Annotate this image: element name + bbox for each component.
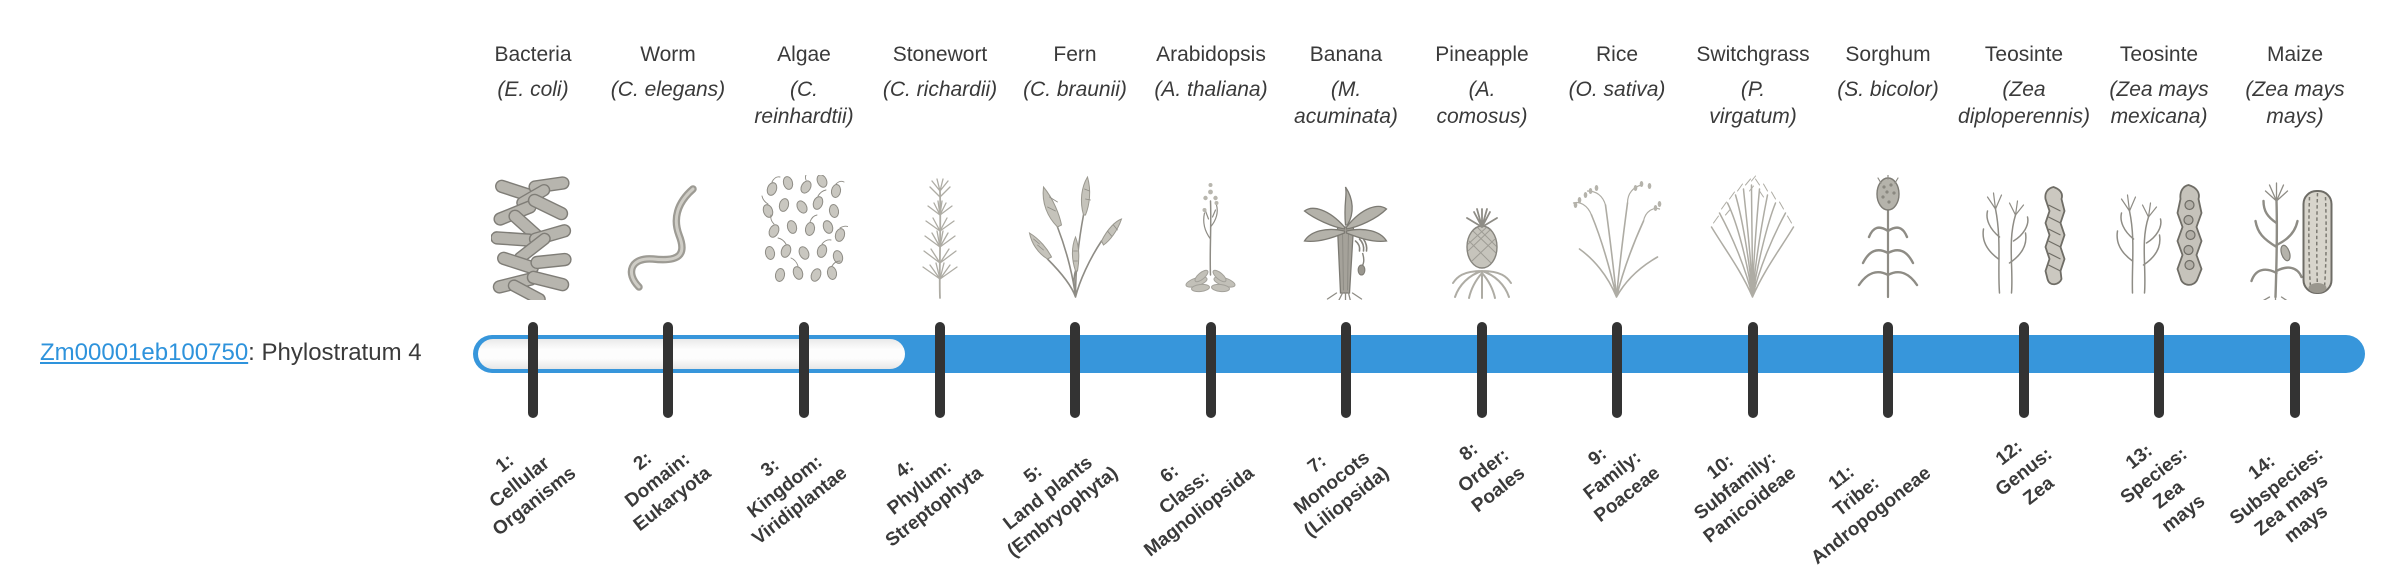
organism-scientific-name: (P. virgatum) bbox=[1709, 78, 1797, 128]
stonewort-illustration bbox=[910, 175, 970, 300]
organism-common-name: Bacteria bbox=[494, 43, 572, 66]
timeline-bar bbox=[473, 335, 2365, 373]
timeline-bar-unfilled-segment bbox=[478, 339, 905, 369]
timeline-tick bbox=[2154, 322, 2164, 418]
organism-column: Fern (C. braunii) bbox=[1000, 42, 1150, 103]
organism-scientific-name: (A. comosus) bbox=[1436, 78, 1528, 128]
organism-column: Rice (O. sativa) bbox=[1542, 42, 1692, 103]
organism-common-name: Fern bbox=[1053, 43, 1097, 66]
organism-scientific-name: (Zea mays mexicana) bbox=[2109, 78, 2209, 128]
timeline-tick bbox=[2019, 322, 2029, 418]
stratum-label: 14: Subspecies: Zea mays mays bbox=[2226, 443, 2333, 548]
organism-scientific-name: (Zea diploperennis) bbox=[1958, 78, 2090, 128]
timeline-tick bbox=[1612, 322, 1622, 418]
organism-scientific-name: (Zea mays mays) bbox=[2245, 78, 2345, 128]
timeline-tick bbox=[1341, 322, 1351, 418]
timeline-tick bbox=[1477, 322, 1487, 418]
organism-scientific-name: (S. bicolor) bbox=[1837, 78, 1939, 101]
pineapple-illustration bbox=[1451, 175, 1513, 300]
fern-illustration bbox=[1028, 175, 1123, 300]
algae-illustration bbox=[760, 175, 848, 300]
organism-common-name: Algae bbox=[777, 43, 831, 66]
organism-common-name: Banana bbox=[1309, 43, 1383, 66]
organism-column: Worm (C. elegans) bbox=[593, 42, 743, 103]
organism-common-name: Sorghum bbox=[1845, 43, 1931, 66]
switchgrass-illustration bbox=[1706, 175, 1801, 300]
organism-column: Teosinte (Zea mays mexicana) bbox=[2084, 42, 2234, 130]
organism-common-name: Stonewort bbox=[892, 43, 988, 66]
arabidopsis-illustration bbox=[1184, 175, 1239, 300]
teosinte-mexicana-illustration bbox=[2107, 175, 2212, 300]
organism-common-name: Arabidopsis bbox=[1156, 43, 1266, 66]
stratum-label: 7: Monocots (Liliopsida) bbox=[1290, 447, 1394, 542]
organism-column: Bacteria (E. coli) bbox=[458, 42, 608, 103]
sorghum-illustration bbox=[1853, 175, 1923, 300]
timeline-tick bbox=[528, 322, 538, 418]
organism-common-name: Teosinte bbox=[2119, 43, 2199, 66]
organism-scientific-name: (C. braunii) bbox=[1023, 78, 1127, 101]
rice-illustration bbox=[1570, 175, 1665, 300]
gene-link[interactable]: Zm00001eb100750 bbox=[40, 339, 249, 366]
organism-scientific-name: (C. reinhardtii) bbox=[754, 78, 854, 128]
organism-column: Pineapple (A. comosus) bbox=[1407, 42, 1557, 130]
timeline-tick bbox=[935, 322, 945, 418]
teosinte-diploperennis-illustration bbox=[1972, 175, 2077, 300]
organism-common-name: Switchgrass bbox=[1696, 43, 1810, 66]
timeline-tick bbox=[663, 322, 673, 418]
organism-common-name: Rice bbox=[1595, 43, 1638, 66]
timeline-tick bbox=[1070, 322, 1080, 418]
organism-column: Arabidopsis (A. thaliana) bbox=[1136, 42, 1286, 103]
stratum-label: 12: Genus: Zea bbox=[1991, 436, 2059, 510]
timeline-tick bbox=[799, 322, 809, 418]
organism-scientific-name: (O. sativa) bbox=[1568, 78, 1666, 101]
timeline-tick bbox=[1206, 322, 1216, 418]
organism-column: Stonewort (C. richardii) bbox=[865, 42, 1015, 103]
organism-common-name: Maize bbox=[2266, 43, 2324, 66]
gene-label: Zm00001eb100750: Phylostratum 4 bbox=[40, 338, 422, 368]
maize-illustration bbox=[2248, 175, 2343, 300]
organism-column: Sorghum (S. bicolor) bbox=[1813, 42, 1963, 103]
organism-scientific-name: (A. thaliana) bbox=[1154, 78, 1268, 101]
organism-common-name: Worm bbox=[640, 43, 696, 66]
organism-scientific-name: (E. coli) bbox=[497, 78, 569, 101]
worm-illustration bbox=[623, 175, 713, 300]
organism-column: Teosinte (Zea diploperennis) bbox=[1949, 42, 2099, 130]
organism-scientific-name: (C. elegans) bbox=[610, 78, 726, 101]
phylostratum-text: : Phylostratum 4 bbox=[248, 339, 422, 366]
timeline-tick bbox=[1883, 322, 1893, 418]
organism-column: Algae (C. reinhardtii) bbox=[729, 42, 879, 130]
organism-column: Banana (M. acuminata) bbox=[1271, 42, 1421, 130]
timeline-tick bbox=[1748, 322, 1758, 418]
organism-scientific-name: (C. richardii) bbox=[882, 78, 998, 101]
organism-column: Switchgrass (P. virgatum) bbox=[1678, 42, 1828, 130]
organism-column: Maize (Zea mays mays) bbox=[2220, 42, 2370, 130]
timeline-tick bbox=[2290, 322, 2300, 418]
organism-scientific-name: (M. acuminata) bbox=[1294, 78, 1398, 128]
banana-illustration bbox=[1299, 175, 1394, 300]
organism-common-name: Teosinte bbox=[1984, 43, 2064, 66]
stratum-label: 8: Order: Poales bbox=[1454, 438, 1530, 517]
organism-common-name: Pineapple bbox=[1435, 43, 1529, 66]
bacteria-illustration bbox=[491, 175, 575, 300]
